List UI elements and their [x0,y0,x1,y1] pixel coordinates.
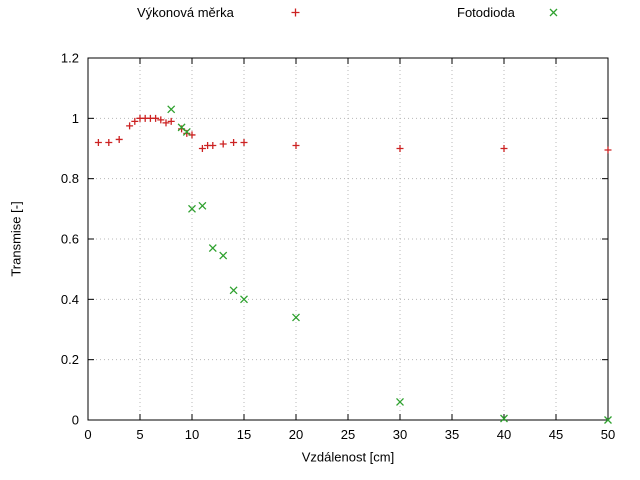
data-point-plus [157,116,165,124]
legend-item-fotodioda: Fotodioda [457,5,560,20]
plot-border [87,57,609,421]
data-point-plus [209,141,217,149]
x-tick-label: 25 [341,427,355,442]
data-point-plus [230,138,238,146]
data-point-x [219,251,228,260]
y-tick-label: 0.4 [61,292,79,307]
y-tick-label: 0.6 [61,232,79,247]
x-tick-label: 30 [393,427,407,442]
data-point-plus [94,138,102,146]
data-point-plus [292,141,300,149]
legend-label: Fotodioda [457,5,515,20]
x-tick-label: 0 [84,427,91,442]
data-point-x [604,416,612,424]
legend-item-vykonova-merka: Výkonová měrka [137,5,302,20]
x-tick-label: 20 [289,427,303,442]
legend: Výkonová měrka Fotodioda [0,5,640,25]
x-tick-label: 50 [601,427,615,442]
data-point-x [198,201,207,210]
data-point-x [396,397,404,406]
data-point-x [229,286,238,295]
data-point-x [240,295,248,304]
x-tick-label: 10 [185,427,199,442]
data-point-plus [131,117,139,125]
data-point-plus [105,138,113,146]
data-point-plus [115,135,123,143]
data-point-x [500,414,508,423]
data-point-x [167,105,176,114]
y-tick-label: 1 [72,111,79,126]
data-point-plus [604,146,612,154]
data-point-x [188,204,196,213]
x-marker-icon [549,8,558,17]
x-tick-label: 45 [549,427,563,442]
y-tick-label: 0.2 [61,352,79,367]
x-tick-label: 35 [445,427,459,442]
plus-marker-icon [291,8,300,17]
data-point-x [182,127,191,136]
y-tick-label: 1.2 [61,51,79,66]
y-tick-label: 0.8 [61,171,79,186]
data-point-plus [126,122,134,130]
data-point-plus [396,145,404,152]
data-point-plus [240,138,248,146]
data-point-plus [219,140,227,148]
data-point-x [208,244,217,253]
y-tick-label: 0 [72,413,79,428]
data-point-plus [198,145,206,152]
data-point-plus [162,119,170,127]
legend-label: Výkonová měrka [137,5,234,20]
data-point-plus [152,114,160,122]
x-tick-label: 15 [237,427,251,442]
data-point-plus [500,145,508,152]
data-point-plus [167,117,175,125]
x-tick-label: 5 [136,427,143,442]
data-point-x [292,313,300,322]
x-tick-label: 40 [497,427,511,442]
x-axis-title: Vzdálenost [cm] [301,449,395,465]
